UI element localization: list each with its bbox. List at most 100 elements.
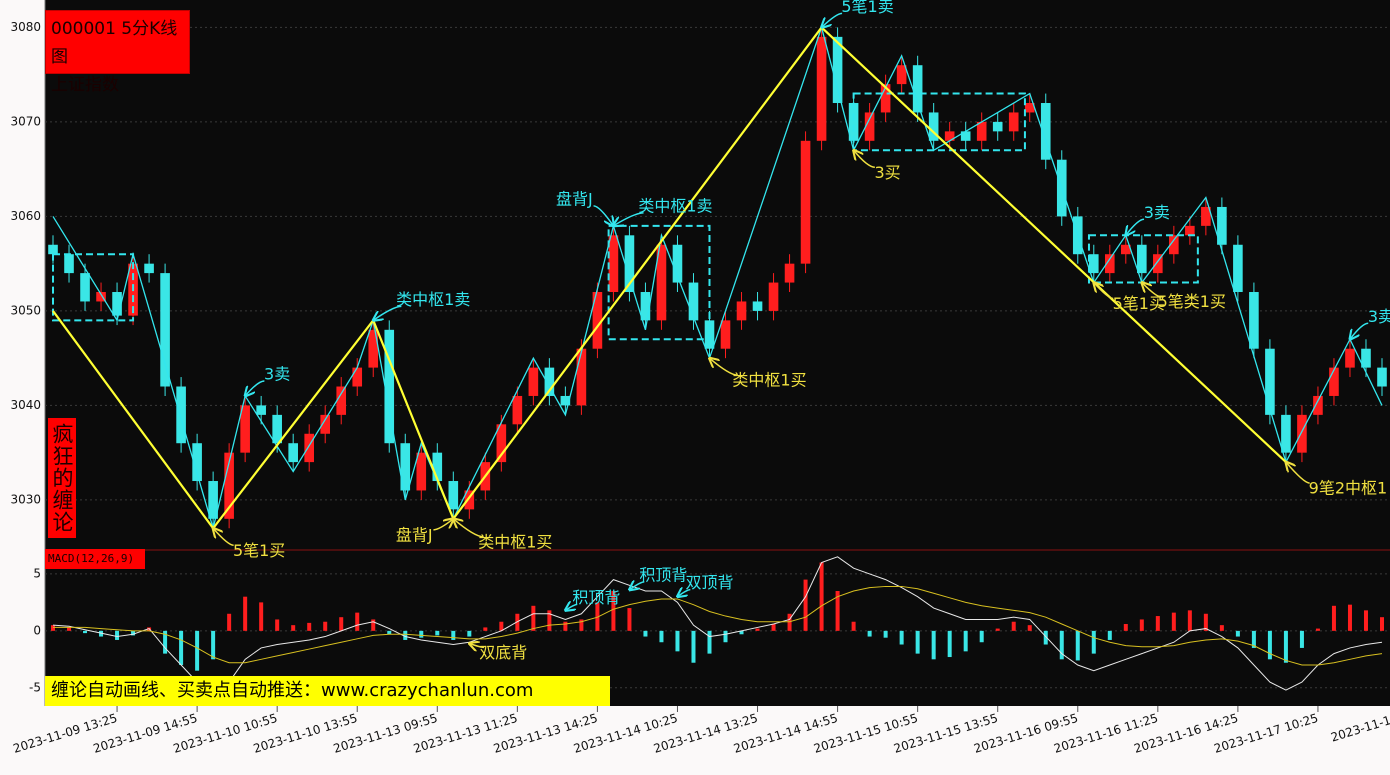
macd-bar [67,627,72,631]
macd-bar [627,608,632,631]
y-tick-label: 3060 [10,209,41,223]
candle-body [1297,414,1307,453]
candle-body [560,395,571,406]
candle-body [144,263,154,274]
macd-bar [115,630,120,640]
annotation-arrow [1094,283,1114,300]
macd-bar [723,630,728,643]
candle-body [176,386,186,444]
candle-body [496,424,507,463]
macd-label: MACD(12,26,9) [45,549,145,569]
candle-body [992,121,1003,132]
annotation-arrow [822,12,843,27]
candle-body [720,320,731,349]
chart-subtitle: 上证指数 [51,75,119,95]
candle-body [544,367,555,396]
candle-body [656,244,667,321]
annotation-arrow [469,643,485,647]
macd-bar [915,630,920,654]
candle-body [1185,225,1195,236]
macd-bar [819,562,824,631]
macd-bar [755,628,760,631]
candle-body [864,112,875,141]
candle-body [592,292,603,349]
macd-bar [403,630,408,640]
annotation-arrow [1126,218,1145,235]
candle-body [256,405,266,415]
macd-bar [547,610,552,631]
macd-bar [1315,628,1320,631]
candle-body [1233,244,1243,293]
macd-bar [1283,630,1288,663]
candle-body [1329,367,1339,396]
macd-bar [259,602,264,631]
macd-bar [995,628,1000,631]
candle-body [960,131,971,141]
candle-body [896,65,907,85]
candle-body [1313,395,1323,415]
pivot-box [607,224,711,341]
candle-body [208,481,218,519]
annotation-label: 类中枢1买 [732,371,806,390]
macd-bar [1331,605,1336,631]
pivot-box [852,92,1026,152]
macd-bar [1219,625,1224,631]
macd-bar [291,625,296,631]
candle-body [1281,414,1291,453]
macd-bar [595,602,600,631]
candle-body [1217,206,1227,245]
macd-bar [883,630,888,638]
annotation-arrow [213,528,234,547]
macd-bar [83,630,88,634]
macd-bar [211,630,216,660]
candle-body [976,121,987,141]
annotation-label: 9笔2中枢1 [1309,479,1388,498]
annotation-label: 积顶背 [639,565,687,584]
candle-body [848,103,859,141]
candle-body [1265,348,1275,415]
annotation-label: 5笔类1买 [1158,292,1226,311]
macd-bar [691,630,696,663]
candle-body [912,65,923,113]
side-label: 疯狂的缠论 [48,418,76,538]
macd-bar [1043,630,1048,645]
y-tick-label: 3030 [10,492,41,506]
macd-bar [1107,630,1112,640]
macd-bar [243,596,248,631]
macd-bar [867,630,872,637]
annotation-arrow [1286,462,1310,484]
annotation-arrow [854,150,875,169]
annotation-label: 3买 [875,163,901,182]
macd-bar [675,630,680,652]
candle-body [352,367,363,387]
macd-bar [611,590,616,631]
macd-bar [307,622,312,631]
annotation-label: 类中枢1卖 [638,196,712,215]
macd-bar [835,590,840,631]
candle-body [96,292,106,302]
y-tick-label: -5 [29,680,41,694]
macd-bar [1123,624,1128,631]
annotation-label: 盘背J [396,525,433,544]
candle-body [1024,103,1035,113]
annotation-arrow [613,212,644,226]
annotation-label: 盘背J [556,189,593,208]
candle-body [1169,235,1179,255]
annotation-arrow [677,590,691,597]
macd-bar [851,621,856,631]
macd-bar [1235,630,1240,637]
macd-bar [419,630,424,638]
annotation-arrow [245,380,265,396]
pivot-box [52,253,135,322]
candle-body [624,235,635,293]
title-box: 000001 5分K线图 上证指数 [45,10,190,95]
candle-body [1008,112,1019,132]
macd-bar [131,630,136,636]
macd-bar [435,630,440,636]
candle-body [1121,244,1131,255]
macd-bar [275,619,280,631]
y-tick-label: 3040 [10,398,41,412]
candle-body [512,395,523,425]
